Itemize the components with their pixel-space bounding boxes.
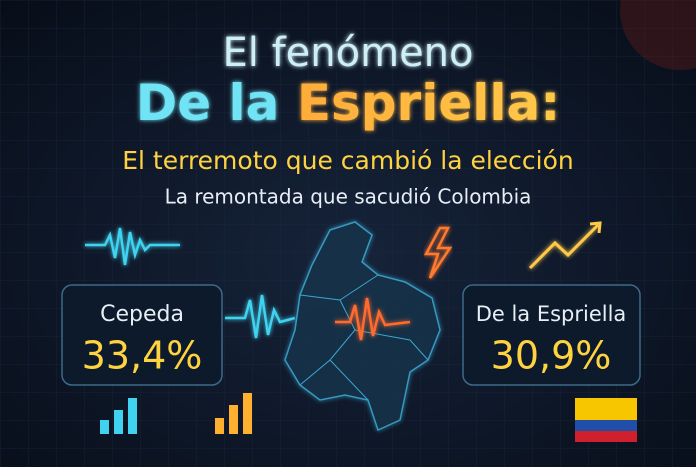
title-part1: De la: [136, 74, 280, 132]
title-part2: Espriella:: [297, 74, 560, 132]
card-value: 30,9%: [491, 334, 612, 378]
title-line2: De la Espriella:: [136, 74, 561, 132]
waveform-mid: [225, 294, 296, 339]
bar-icon-orange: [215, 393, 252, 434]
colombia-flag: [575, 398, 637, 442]
map-regions: [299, 274, 429, 401]
tagline: La remontada que sacudió Colombia: [165, 185, 532, 209]
card-espriella: [462, 284, 641, 386]
arrow-head: [589, 221, 602, 234]
card-name: De la Espriella: [476, 302, 627, 326]
corner-glow: [620, 0, 696, 70]
card-cepeda: [61, 284, 223, 386]
waveform-left: [85, 227, 180, 266]
trend-arrow: [528, 223, 600, 270]
card-value: 33,4%: [82, 334, 203, 378]
subtitle: El terremoto que cambió la elección: [122, 146, 574, 175]
title-line1: El fenómeno: [222, 30, 473, 76]
waveform-map: [335, 297, 411, 341]
bar-icon-blue: [100, 398, 137, 434]
lightning-icon: [423, 226, 453, 279]
card-name: Cepeda: [100, 302, 184, 327]
